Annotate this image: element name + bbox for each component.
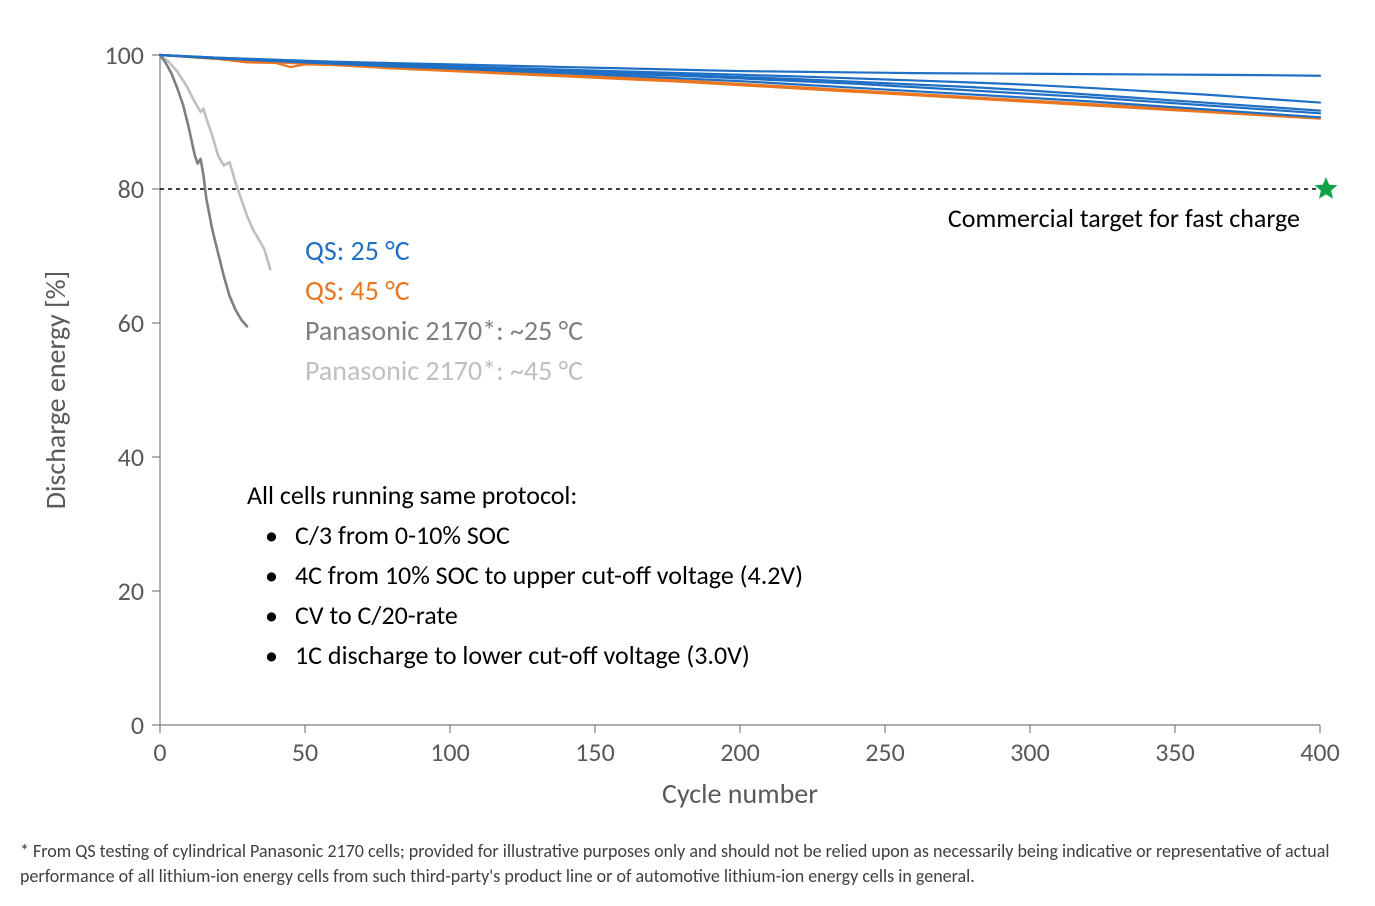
svg-text:60: 60 — [118, 307, 144, 339]
svg-text:40: 40 — [118, 441, 144, 473]
svg-text:•: • — [265, 519, 278, 551]
svg-text:100: 100 — [430, 736, 470, 768]
svg-text:Panasonic 2170*: ~45 °C: Panasonic 2170*: ~45 °C — [305, 353, 583, 388]
svg-text:Panasonic 2170*: ~25 °C: Panasonic 2170*: ~25 °C — [305, 313, 583, 348]
svg-text:Cycle number: Cycle number — [662, 776, 818, 811]
svg-text:150: 150 — [575, 736, 615, 768]
svg-text:0: 0 — [153, 736, 166, 768]
svg-text:C/3 from 0-10% SOC: C/3 from 0-10% SOC — [295, 519, 510, 551]
page-root: 0 20 40 60 80 100 0 50 100 150 200 250 300 350 400 Cycl… — [0, 0, 1375, 906]
svg-text:All cells running same protoco: All cells running same protocol: — [247, 479, 577, 511]
svg-text:0: 0 — [131, 709, 144, 741]
svg-text:20: 20 — [118, 575, 144, 607]
svg-text:100: 100 — [104, 39, 144, 71]
discharge-energy-chart: 0 20 40 60 80 100 0 50 100 150 200 250 300 350 400 Cycl… — [0, 0, 1375, 816]
svg-text:Commercial target for fast cha: Commercial target for fast charge — [948, 202, 1300, 234]
footnote-text: * From QS testing of cylindrical Panason… — [20, 839, 1355, 888]
svg-text:4C from 10% SOC to upper cut-o: 4C from 10% SOC to upper cut-off voltage… — [295, 559, 803, 591]
svg-text:200: 200 — [720, 736, 760, 768]
svg-text:•: • — [265, 639, 278, 671]
svg-text:400: 400 — [1300, 736, 1340, 768]
svg-text:•: • — [265, 559, 278, 591]
svg-text:CV to C/20-rate: CV to C/20-rate — [295, 599, 458, 631]
svg-text:QS: 45 °C: QS: 45 °C — [305, 273, 410, 308]
svg-text:80: 80 — [118, 173, 144, 205]
svg-text:350: 350 — [1155, 736, 1195, 768]
svg-text:QS: 25 °C: QS: 25 °C — [305, 233, 410, 268]
svg-text:Discharge energy [%]: Discharge energy [%] — [38, 271, 73, 509]
svg-text:300: 300 — [1010, 736, 1050, 768]
svg-text:1C discharge to lower cut-off: 1C discharge to lower cut-off voltage (3… — [295, 639, 750, 671]
svg-text:250: 250 — [865, 736, 905, 768]
svg-text:50: 50 — [292, 736, 318, 768]
svg-text:•: • — [265, 599, 278, 631]
